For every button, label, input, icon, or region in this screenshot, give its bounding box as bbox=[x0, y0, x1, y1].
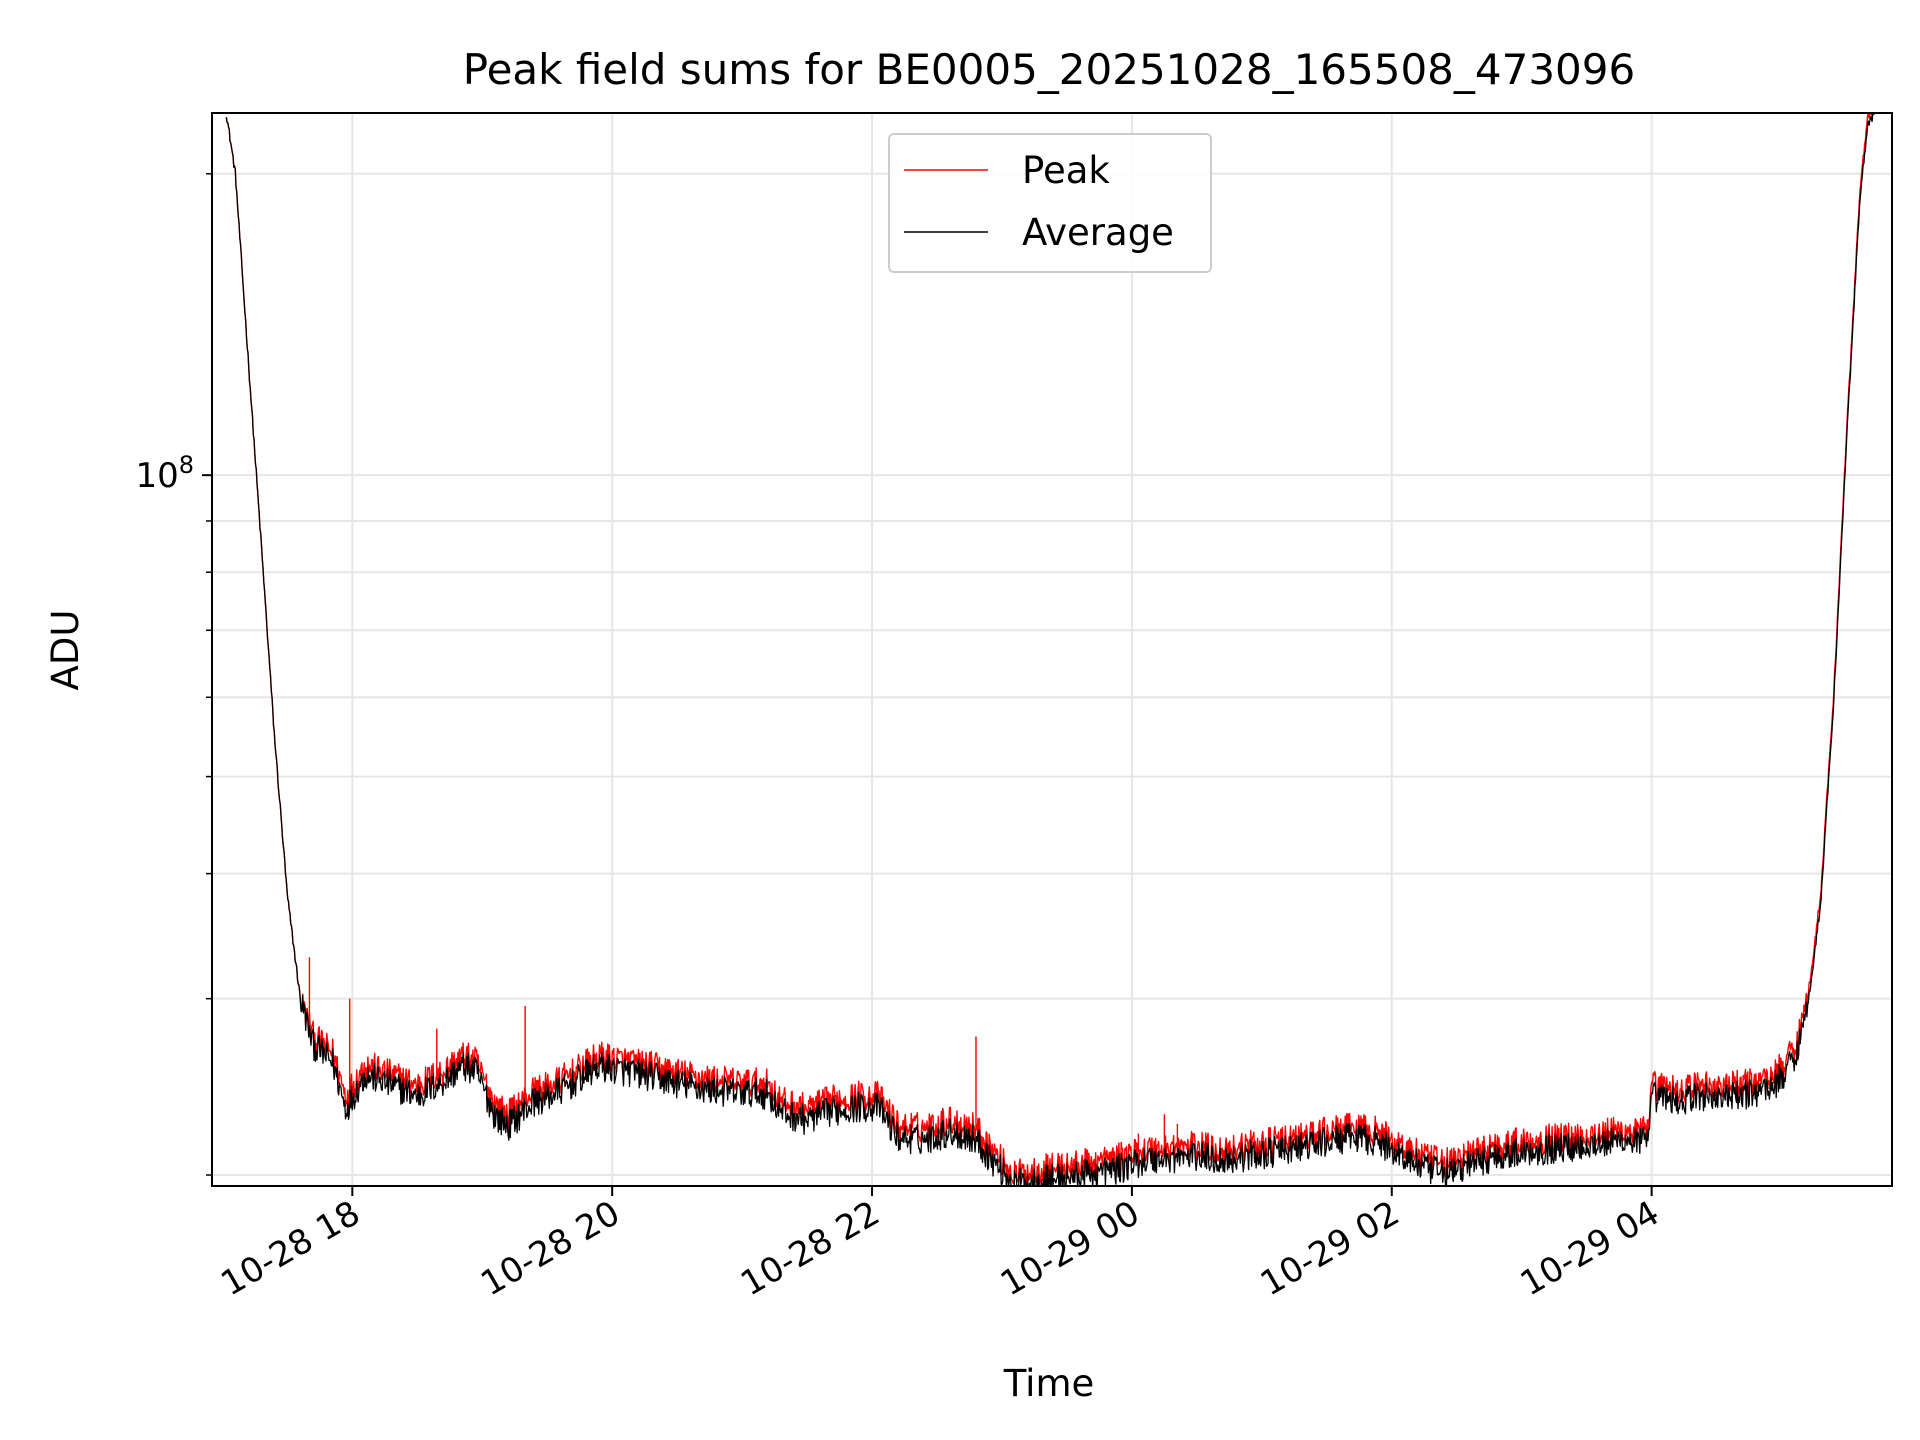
series-line-average bbox=[225, 113, 1876, 1186]
series-layer bbox=[225, 113, 1876, 1186]
chart-title: Peak field sums for BE0005_20251028_1655… bbox=[463, 45, 1635, 94]
y-tick-label: 108 bbox=[135, 451, 194, 496]
legend-label-average: Average bbox=[1022, 211, 1174, 254]
legend: Peak Average bbox=[888, 133, 1212, 273]
legend-label-peak: Peak bbox=[1022, 149, 1110, 192]
plot-frame bbox=[211, 112, 1893, 1187]
x-axis-label: Time bbox=[1003, 1362, 1095, 1405]
y-axis-label: ADU bbox=[44, 610, 87, 691]
legend-box bbox=[888, 133, 1212, 273]
